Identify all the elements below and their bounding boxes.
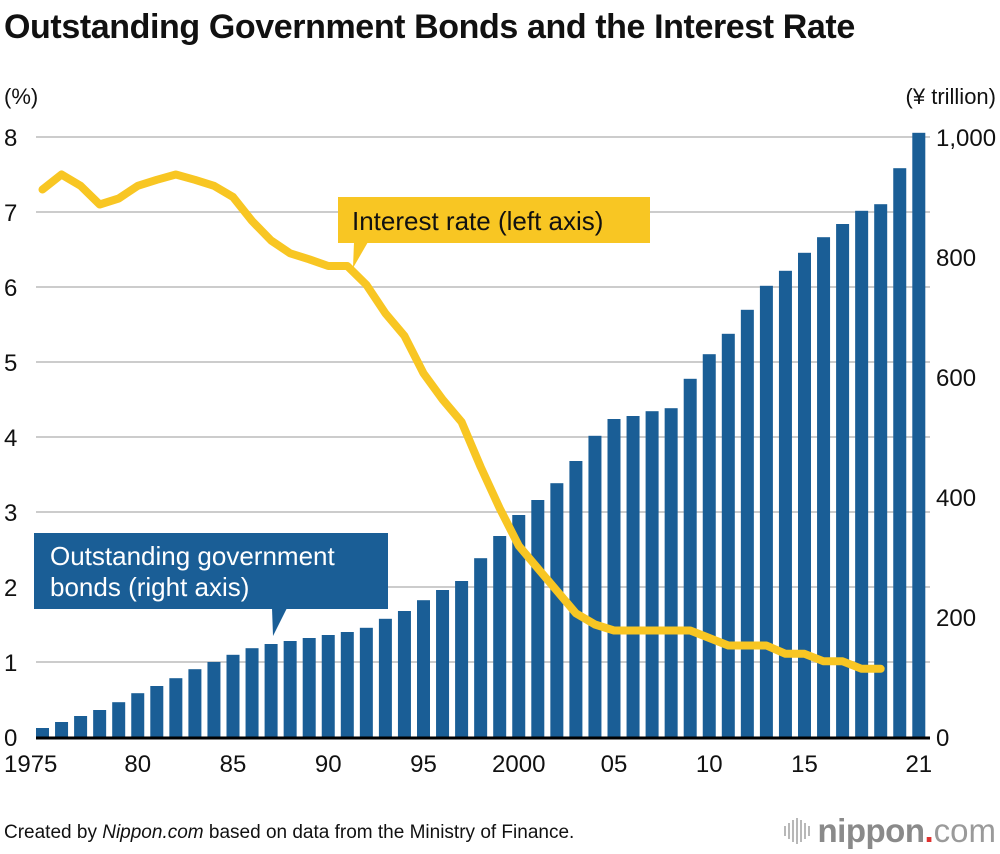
bond-bar-2015 (798, 252, 811, 738)
left-axis-tick-label: 6 (4, 275, 17, 302)
bond-bar-1977 (74, 716, 88, 737)
bond-bar-2021 (912, 132, 926, 738)
bonds-callout-box (34, 533, 388, 609)
bond-bar-1995 (417, 600, 430, 737)
bond-bar-1994 (397, 611, 411, 737)
right-axis-tick-label: 400 (936, 485, 976, 512)
bond-bar-1997 (455, 581, 469, 737)
left-axis-tick-label: 7 (4, 200, 17, 227)
x-axis-tick-label: 1975 (4, 751, 57, 778)
right-axis-tick-label: 200 (936, 605, 976, 632)
bond-bar-2002 (550, 483, 564, 737)
bond-bar-2014 (778, 270, 792, 737)
logo-name: nippon (817, 812, 925, 849)
interest-rate-callout-label: Interest rate (left axis) (352, 206, 603, 236)
nippon-logo: nippon. com (783, 812, 996, 850)
bond-bar-1981 (150, 686, 164, 737)
bond-bar-1996 (436, 590, 450, 737)
x-axis-tick-label: 21 (905, 751, 932, 778)
bonds-callout-label-line1: Outstanding government (50, 541, 336, 571)
bond-bar-2019 (874, 204, 888, 737)
interest-rate-callout-pointer (353, 242, 368, 268)
bond-bar-1984 (207, 662, 221, 737)
bond-bar-2012 (740, 309, 754, 737)
left-axis-tick-label: 0 (4, 725, 17, 752)
bond-bar-1978 (93, 710, 107, 737)
bonds-callout: Outstanding government bonds (right axis… (34, 533, 388, 636)
bond-bar-1988 (283, 641, 297, 737)
x-axis-tick-label: 95 (410, 751, 437, 778)
interest-rate-line (38, 170, 885, 673)
bond-bar-1983 (188, 669, 202, 737)
right-axis-tick-label: 0 (936, 725, 949, 752)
x-axis-tick-label: 15 (791, 751, 818, 778)
left-axis-unit: (%) (4, 84, 38, 109)
bond-bar-2008 (664, 408, 678, 737)
bond-bar-2013 (759, 285, 773, 737)
right-axis-tick-label: 600 (936, 365, 976, 392)
bond-bar-1987 (264, 644, 278, 737)
source-note: Created by Nippon.com based on data from… (4, 822, 574, 844)
right-axis-unit: (¥ trillion) (906, 84, 996, 109)
left-axis-tick-label: 2 (4, 575, 17, 602)
x-axis-tick-label: 2000 (492, 751, 545, 778)
source-suffix: based on data from the Ministry of Finan… (203, 822, 575, 843)
bond-bar-2000 (512, 515, 526, 737)
bond-bar-1989 (302, 638, 316, 737)
bond-bars (36, 132, 926, 738)
bond-bar-1993 (378, 618, 392, 737)
interest-rate-line-group (38, 170, 885, 673)
left-axis-tick-label: 8 (4, 125, 17, 152)
interest-rate-callout: Interest rate (left axis) (338, 197, 650, 268)
bond-bar-2006 (626, 416, 640, 737)
bond-bar-1991 (340, 632, 354, 737)
bond-bar-2011 (721, 333, 735, 737)
left-axis-tick-label: 4 (4, 425, 17, 452)
logo-dot: . (924, 812, 934, 849)
sound-wave-icon (783, 818, 810, 844)
left-axis-tick-label: 1 (4, 650, 17, 677)
bond-bar-2007 (645, 411, 659, 737)
right-axis-tick-label: 1,000 (936, 125, 996, 152)
x-axis-tick-label: 10 (696, 751, 723, 778)
bond-bar-2018 (855, 210, 869, 738)
bond-bar-2016 (817, 237, 831, 737)
bond-bar-2009 (683, 378, 697, 737)
bond-bar-1982 (169, 678, 183, 737)
bonds-callout-pointer (272, 608, 287, 636)
bond-bar-2017 (836, 224, 850, 737)
bond-bar-1979 (112, 702, 126, 737)
source-site: Nippon.com (102, 822, 204, 843)
left-axis-tick-label: 3 (4, 500, 17, 527)
right-axis-tick-label: 800 (936, 245, 976, 272)
x-axis-tick-label: 90 (315, 751, 342, 778)
left-axis-tick-label: 5 (4, 350, 17, 377)
bond-bar-1976 (55, 722, 69, 737)
bond-bar-1990 (321, 635, 335, 737)
bond-bar-1992 (359, 627, 373, 737)
bond-bar-1975 (36, 728, 49, 737)
bond-bar-1999 (493, 536, 507, 737)
bond-bar-2010 (702, 354, 716, 737)
bond-bar-2020 (893, 168, 907, 737)
bond-bar-1986 (245, 648, 259, 737)
bond-bar-2005 (607, 419, 621, 737)
x-axis-tick-label: 85 (220, 751, 247, 778)
source-prefix: Created by (4, 822, 103, 843)
logo-tld: com (933, 812, 996, 849)
interest-rate-callout-box (338, 197, 650, 243)
bond-bar-2003 (569, 461, 583, 737)
bond-bar-1998 (474, 558, 488, 737)
bond-bar-1980 (131, 693, 145, 737)
bond-bar-1985 (226, 654, 240, 737)
x-axis-tick-label: 80 (124, 751, 151, 778)
bond-bar-2001 (531, 500, 545, 737)
bonds-callout-label-line2: bonds (right axis) (50, 572, 249, 602)
bond-bar-2004 (588, 435, 602, 737)
x-axis-tick-label: 05 (601, 751, 628, 778)
chart-title: Outstanding Government Bonds and the Int… (4, 8, 855, 46)
